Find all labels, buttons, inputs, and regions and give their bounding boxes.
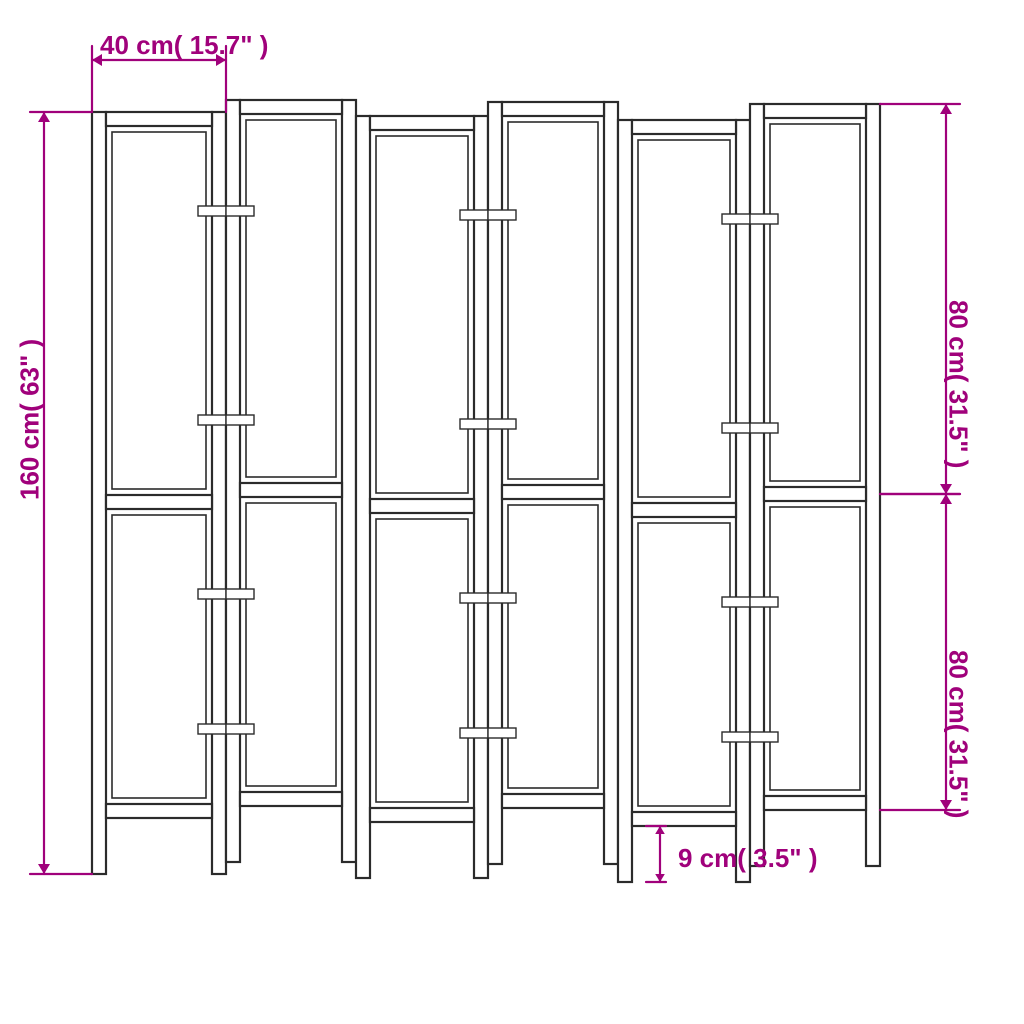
dimension-diagram [0,0,1024,1024]
dim-upper-label: 80 cm( 31.5" ) [943,300,974,468]
dim-height-label: 160 cm( 63" ) [15,339,46,500]
dim-width-label: 40 cm( 15.7" ) [100,30,268,61]
dim-lower-label: 80 cm( 31.5" ) [943,650,974,818]
dim-foot-label: 9 cm( 3.5" ) [678,843,818,874]
